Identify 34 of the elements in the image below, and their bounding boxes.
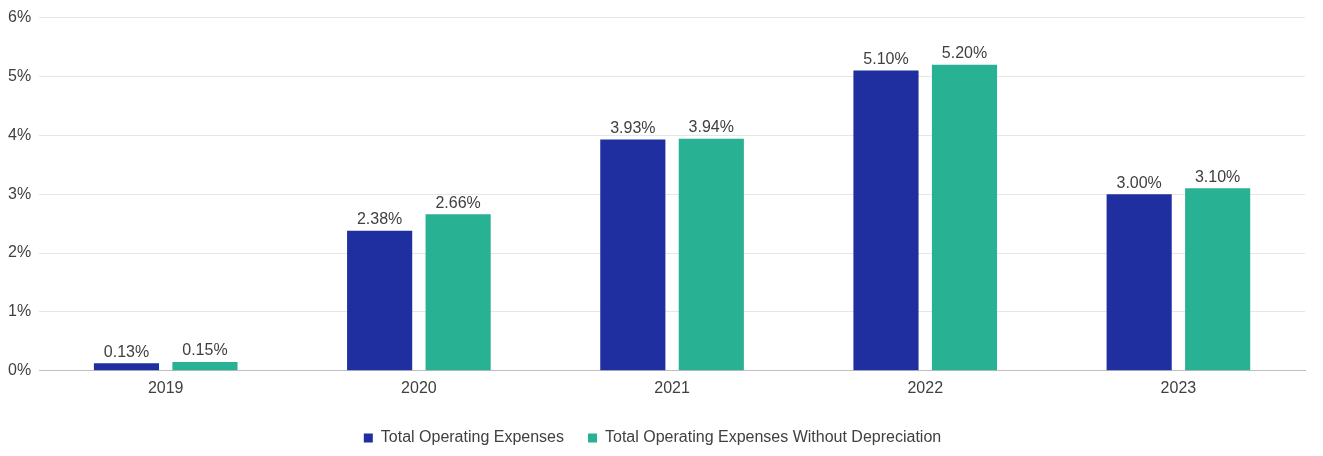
y-tick-label: 5% bbox=[8, 66, 32, 84]
bar bbox=[853, 70, 919, 371]
bar bbox=[172, 361, 238, 371]
data-label: 3.93% bbox=[610, 118, 656, 136]
bar bbox=[678, 138, 744, 371]
data-label: 5.10% bbox=[863, 49, 909, 67]
bar bbox=[425, 214, 491, 371]
legend-label: Total Operating Expenses bbox=[380, 428, 565, 446]
bar bbox=[600, 139, 666, 371]
bar bbox=[93, 363, 160, 371]
bar bbox=[1185, 188, 1251, 371]
y-tick-label: 1% bbox=[8, 302, 32, 320]
y-tick-label: 2% bbox=[8, 243, 32, 261]
bar bbox=[931, 64, 998, 371]
y-tick-label: 3% bbox=[8, 184, 32, 202]
data-label: 0.15% bbox=[182, 341, 228, 359]
y-tick-label: 0% bbox=[8, 361, 32, 379]
bar bbox=[1106, 194, 1172, 371]
y-tick-label: 4% bbox=[8, 125, 32, 143]
bar bbox=[347, 230, 413, 371]
x-tick-label: 2020 bbox=[401, 378, 437, 396]
legend-label: Total Operating Expenses Without Depreciation bbox=[605, 428, 942, 446]
data-label: 2.38% bbox=[356, 210, 403, 228]
x-tick-label: 2022 bbox=[907, 378, 944, 396]
x-tick-label: 2019 bbox=[147, 378, 184, 396]
data-label: 0.13% bbox=[103, 342, 150, 360]
data-label: 3.10% bbox=[1194, 167, 1241, 185]
x-tick-label: 2021 bbox=[654, 378, 690, 396]
x-tick-label: 2023 bbox=[1160, 378, 1197, 396]
data-label: 2.66% bbox=[435, 193, 481, 211]
data-label: 3.94% bbox=[688, 118, 734, 136]
data-label: 3.00% bbox=[1116, 173, 1162, 191]
data-label: 5.20% bbox=[941, 44, 988, 62]
y-tick-label: 6% bbox=[8, 8, 32, 26]
